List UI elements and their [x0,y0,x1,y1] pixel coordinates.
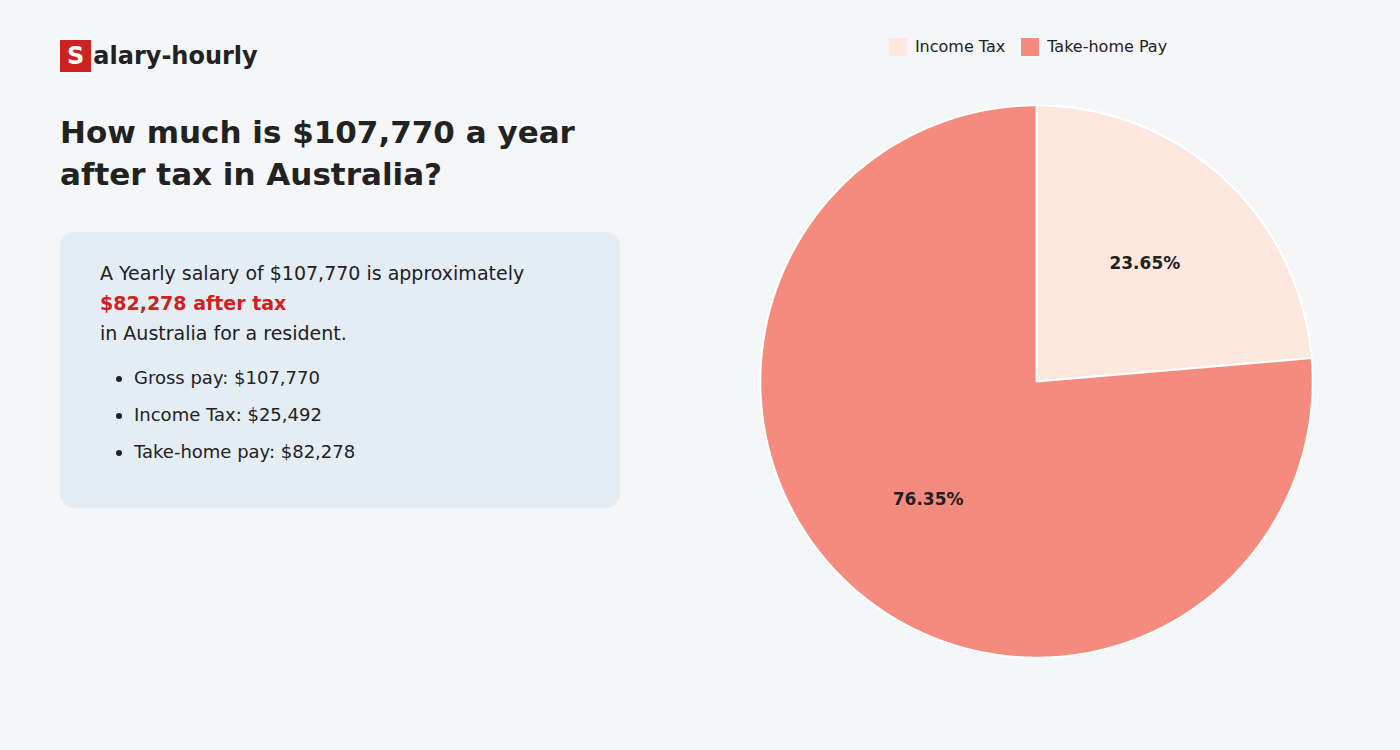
html-text:in Australia for a resident.: in Australia for a resident. [100,322,347,345]
html-text:How much is $107,770 a year af: How much is $107,770 a year after tax in… [60,114,575,192]
html-text:Take-home pay: $82,278: Take-home pay: $82,278 [134,440,356,462]
html-text:$82,278 after tax: $82,278 after tax [100,292,287,315]
html-text:Gross pay: $107,770: Gross pay: $107,770 [134,366,320,388]
html-text:A Yearly salary of $107,770 is: A Yearly salary of $107,770 is approxima… [100,261,531,284]
html-text:Take-home Pay: Take-home Pay [1047,37,1168,56]
html-text:Income Tax: Income Tax [914,37,1006,56]
html-text:S alary-hourly: S alary-hourly [67,42,258,70]
svg-text:76.35%: 76.35% [893,489,964,509]
html-text:Income Tax: $25,492: Income Tax: $25,492 [134,403,322,425]
svg-text:23.65%: 23.65% [1109,253,1180,273]
